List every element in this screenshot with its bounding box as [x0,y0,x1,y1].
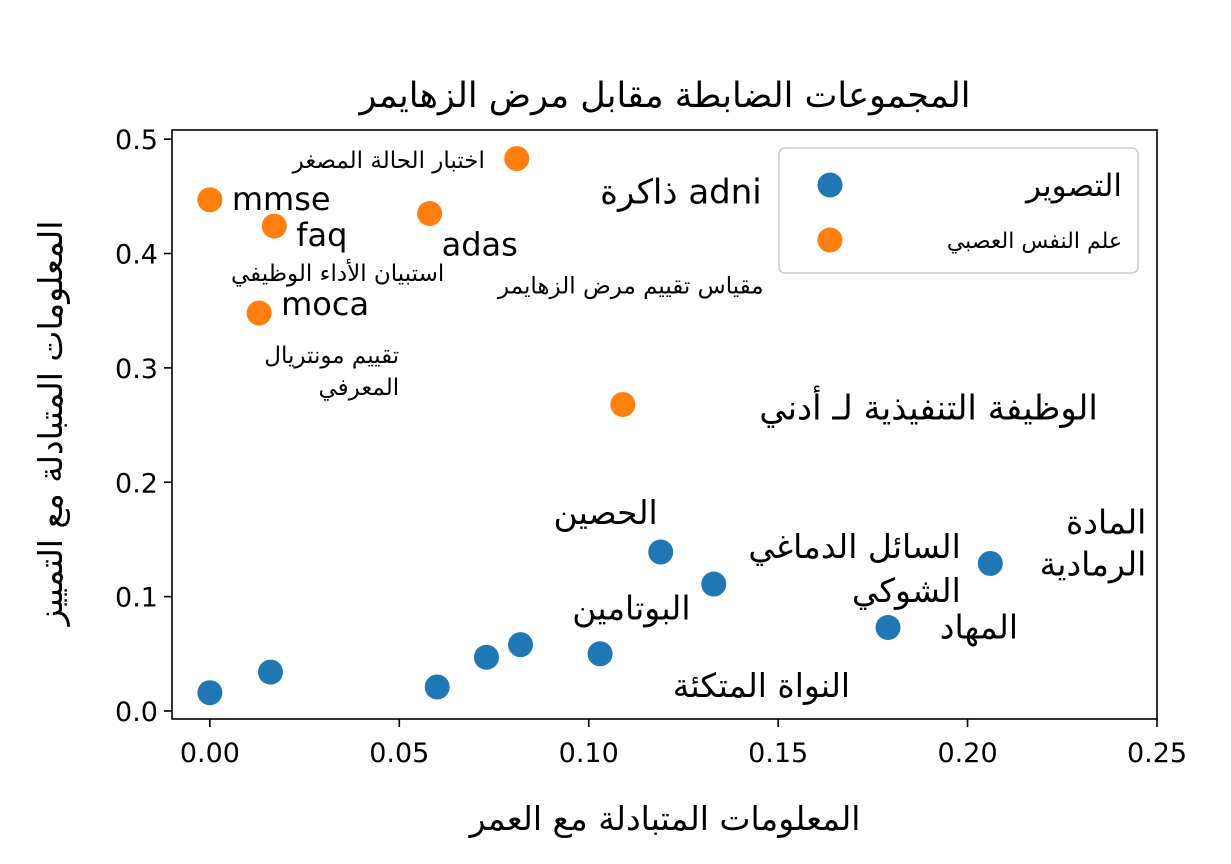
scatter-point [261,213,287,239]
point-label: الحصين [553,493,657,532]
scatter-point [197,680,223,706]
x-tick-label: 0.00 [180,738,240,769]
scatter-point [417,200,443,226]
point-sublabel: اختبار الحالة المصغر [292,148,485,174]
scatter-point [504,146,530,172]
legend-marker [817,172,843,198]
point-labels: البوتامين النواة المتكئة الحصين السائل الدم… [231,148,1146,705]
legend-label: علم النفس العصبي [947,229,1122,254]
point-label: moca [281,285,369,323]
point-sublabel: مقياس تقييم مرض الزهايمر [497,273,764,299]
scatter-point [587,641,613,667]
y-tick-label: 0.1 [115,583,158,614]
scatter-point [648,539,674,565]
y-tick-label: 0.4 [115,240,158,271]
x-axis-label: المعلومات المتبادلة مع العمر [468,799,861,838]
scatter-point [875,615,901,641]
point-label: المهاد [940,608,1018,647]
x-tick-label: 0.20 [938,738,998,769]
point-label: السائل الدماغي الشوكي [748,527,960,610]
y-tick-label: 0.5 [115,125,158,156]
legend-box [778,147,1139,274]
point-label: النواة المتكئة [673,666,850,705]
x-tick-label: 0.05 [369,738,429,769]
scatter-point [473,644,499,670]
point-label: الوظيفة التنفيذية لـ أدني [759,385,1098,428]
point-label: faq [296,216,347,254]
scatter-point [246,300,272,326]
scatter-point [508,632,534,658]
x-tick-label: 0.10 [559,738,619,769]
point-label: البوتامين [572,589,690,628]
scatter-point [197,187,223,213]
legend-label: التصوير [1024,168,1122,204]
scatter-point [424,674,450,700]
data-points [197,146,1003,706]
y-tick-label: 0.0 [115,697,158,728]
scatter-point [701,571,727,597]
scatter-point [258,659,283,685]
chart-title: المجموعات الضابطة مقابل مرض الزهايمر [358,76,971,116]
point-label: ذاكرة adni [600,173,762,213]
point-sublabel: تقييم مونتريال المعرفي [264,343,399,401]
x-tick-label: 0.25 [1127,738,1187,769]
scatter-point [977,550,1003,576]
point-label: المادة الرمادية [1040,502,1147,583]
y-axis-label: المعلومات المتبادلة مع التمييز [31,221,70,628]
point-label: adas [442,225,518,263]
y-tick-label: 0.2 [115,468,158,499]
legend: التصوير علم النفس العصبي [778,147,1139,274]
point-label: mmse [232,180,331,218]
point-sublabel: استبيان الأداء الوظيفي [231,259,444,287]
y-tick-label: 0.3 [115,354,158,385]
plot-frame [171,129,1158,720]
scatter-point [610,391,636,417]
x-tick-label: 0.15 [748,738,808,769]
axes: 0.00 0.05 0.10 0.15 0.20 0.25 0.0 0.1 0.2 0.3 0.4 0… [115,125,1187,769]
legend-marker [817,227,843,253]
